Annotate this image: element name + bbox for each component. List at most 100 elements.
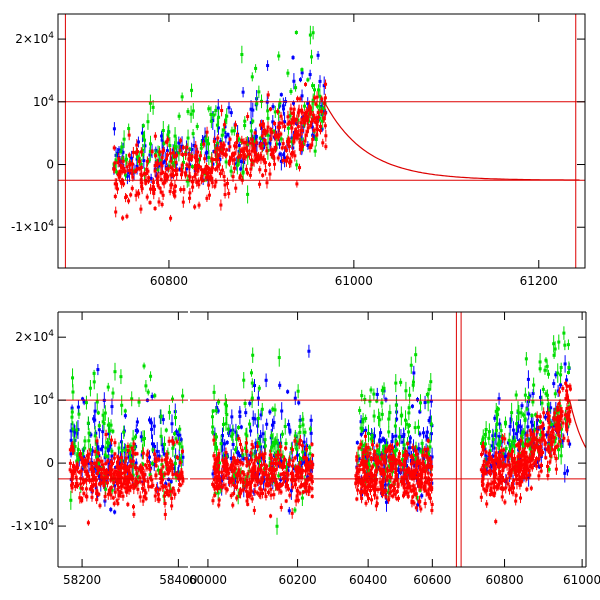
- bot0-red-point-175: [107, 469, 111, 476]
- bottom-ytick-label-0: 2×104: [15, 329, 54, 344]
- top-red-point-421: [278, 122, 282, 133]
- top-blue-point-34: [308, 69, 312, 80]
- bot2-red-point-155: [395, 496, 399, 502]
- bot2-green-point-103: [407, 423, 411, 428]
- top-red-point-39: [273, 158, 277, 171]
- bot2-red-point-345: [412, 499, 416, 507]
- top-red-point-331: [250, 134, 254, 145]
- bot0-red-point-51: [157, 456, 161, 463]
- top-red-point-484: [151, 177, 155, 188]
- bot2-red-point-315: [390, 460, 394, 472]
- top-red-point-89: [313, 94, 317, 101]
- bot0-red-point-348: [82, 458, 86, 467]
- bot3-blue-point-67: [520, 402, 524, 410]
- top-ytick-label-1: 104: [33, 94, 54, 109]
- top-green-point-9: [190, 164, 194, 169]
- top-red-point-517: [303, 109, 307, 118]
- bot3-blue-point-107: [493, 414, 497, 422]
- top-green-point-58: [246, 185, 250, 204]
- bot3-red-point-371: [510, 451, 514, 457]
- top-red-point-285: [218, 169, 222, 178]
- bot1-red-point-250: [258, 450, 262, 460]
- bot0-red-point-65: [133, 451, 137, 457]
- bot3-red-point-311: [505, 459, 509, 471]
- bot1-green-point-19: [249, 368, 253, 377]
- bot0-red-point-335: [159, 467, 163, 474]
- bot3-green-point-71: [552, 351, 556, 359]
- bot3-red-point-191: [498, 459, 502, 469]
- bot2-blue-point-24: [418, 409, 422, 415]
- top-red-point-454: [203, 165, 207, 173]
- bot0-red-point-294: [98, 502, 102, 509]
- bot0-red-point-356: [130, 476, 134, 483]
- bot0-red-point-61: [179, 482, 183, 488]
- bot3-green-point-46: [484, 421, 488, 438]
- bot1-red-point-283: [238, 476, 242, 484]
- top-red-point-212: [181, 196, 185, 208]
- bot3-blue-point-110: [526, 418, 530, 436]
- bot1-red-point-142: [298, 460, 302, 465]
- top-red-point-80: [223, 190, 227, 199]
- top-green-point-116: [212, 110, 216, 120]
- top-red-point-85: [258, 142, 262, 150]
- bot1-red-point-197: [217, 501, 221, 509]
- bot0-green-point-69: [163, 436, 167, 453]
- bot0-red-point-164: [132, 510, 136, 519]
- bot2-red-point-311: [364, 442, 368, 454]
- top-red-point-438: [287, 136, 291, 142]
- bot3-red-point-341: [546, 426, 550, 439]
- bot1-red-point-350: [249, 480, 253, 486]
- bot1-red-point-338: [273, 460, 277, 467]
- bot2-green-point-129: [358, 406, 362, 415]
- bot0-red-point-302: [89, 457, 93, 469]
- top-blue-point-176: [271, 103, 275, 111]
- bot3-red-point-282: [502, 486, 506, 492]
- bot1-red-point-296: [310, 485, 314, 492]
- bot3-blue-point-16: [526, 370, 530, 389]
- bot0-red-point-281: [120, 482, 124, 491]
- bot2-red-point-274: [361, 453, 365, 460]
- bot0-red-point-375: [95, 495, 99, 505]
- bot1-blue-point-71: [254, 438, 258, 448]
- bot1-red-point-358: [259, 461, 263, 470]
- top-red-point-153: [296, 95, 300, 102]
- bot0-red-point-309: [86, 452, 90, 462]
- top-red-point-202: [195, 154, 199, 166]
- top-red-point-398: [173, 154, 177, 159]
- top-red-point-395: [312, 127, 316, 133]
- bot0-green-point-13: [181, 388, 185, 404]
- bot3-red-point-376: [557, 421, 561, 432]
- bot3-red-point-378: [522, 458, 526, 470]
- top-green-point-74: [115, 168, 119, 175]
- bot3-red-point-360: [563, 411, 567, 419]
- top-red-point-181: [181, 144, 185, 151]
- bot3-red-point-61: [501, 433, 505, 443]
- bot2-red-point-279: [423, 498, 427, 509]
- top-green-point-89: [289, 88, 293, 95]
- bot0-red-point-345: [79, 466, 83, 476]
- bot1-red-point-10: [221, 460, 225, 473]
- bot1-red-point-300: [302, 453, 306, 462]
- bot2-red-point-273: [422, 459, 426, 471]
- bot0-red-point-328: [123, 460, 127, 471]
- bot2-red-point-283: [358, 465, 362, 474]
- bot2-green-point-9: [368, 395, 372, 408]
- bot2-red-point-346: [402, 493, 406, 499]
- top-red-point-507: [324, 129, 328, 142]
- top-green-point-15: [240, 45, 244, 64]
- top-red-point-508: [220, 165, 224, 176]
- top-green-point-42: [214, 105, 218, 116]
- bot3-blue-point-52: [563, 355, 567, 373]
- top-green-point-137: [114, 152, 118, 169]
- bot3-green-point-108: [527, 391, 531, 404]
- bot3-red-point-309: [513, 468, 517, 476]
- bot3-green-point-123: [546, 369, 550, 379]
- top-blue-point-25: [224, 130, 228, 143]
- top-red-point-501: [173, 193, 177, 200]
- bot0-red-point-320: [180, 470, 184, 475]
- bot2-red-point-235: [373, 490, 377, 500]
- top-red-point-487: [158, 185, 162, 191]
- bot3-blue-point-48: [498, 418, 502, 430]
- bot2-red-point-118: [396, 480, 400, 489]
